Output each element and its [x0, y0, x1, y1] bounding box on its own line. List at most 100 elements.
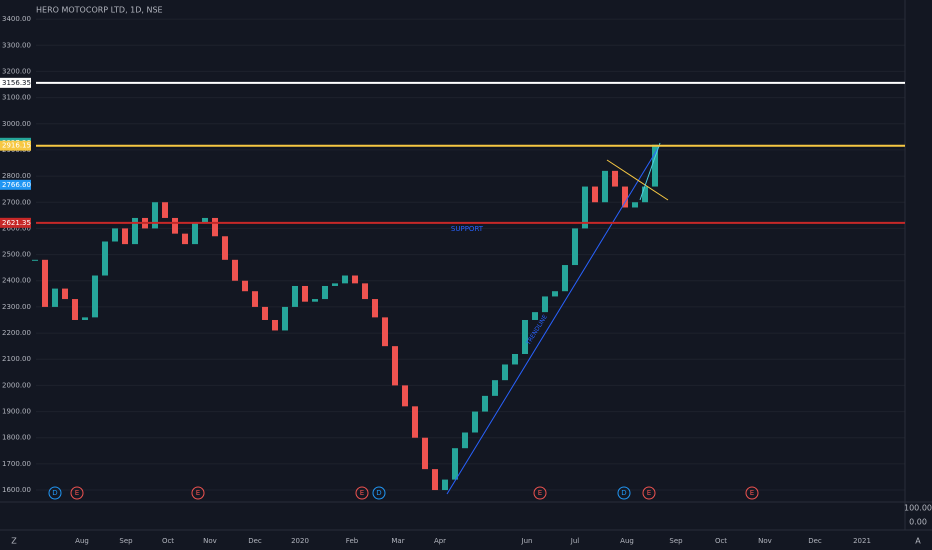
y-tick-label: 2800.00: [2, 172, 31, 180]
candle: [432, 469, 438, 491]
level-badge: [0, 77, 31, 88]
trendline-yellow: [606, 159, 669, 201]
candle: [632, 202, 638, 208]
candle: [492, 380, 498, 396]
y-tick-label: 1700.00: [2, 460, 31, 468]
x-tick-label: 2021: [853, 537, 871, 545]
y-tick-label: 1900.00: [2, 408, 31, 416]
event-dot: [48, 486, 62, 500]
candle: [402, 385, 408, 407]
events: D E E E D E D E E: [48, 486, 759, 500]
y-tick-label: 2300.00: [2, 303, 31, 311]
candle: [322, 285, 328, 300]
candle: [102, 241, 108, 276]
x-tick-label: Sep: [669, 537, 683, 545]
candle: [642, 186, 648, 203]
event-label: E: [647, 489, 651, 497]
trendline: [446, 144, 661, 495]
x-tick-label: Aug: [620, 537, 634, 545]
candle: [132, 217, 138, 245]
x-tick-label: Dec: [808, 537, 822, 545]
x-tick-label: Oct: [715, 537, 727, 545]
candle: [482, 395, 488, 412]
x-tick-label: Jun: [521, 537, 533, 545]
candle: [282, 306, 288, 331]
candle: [532, 312, 538, 320]
event-dot: [642, 486, 656, 500]
x-tick-label: Jul: [570, 537, 580, 545]
candle: [512, 354, 518, 365]
x-tick-label: Mar: [391, 537, 404, 545]
candle: [412, 406, 418, 438]
candle: [172, 217, 178, 234]
y-tick-label: 1600.00: [2, 486, 31, 494]
candle: [162, 202, 168, 218]
candle: [472, 411, 478, 433]
event-dot: [745, 486, 759, 500]
candle: [592, 186, 598, 203]
event-label: D: [52, 489, 57, 497]
event-label: E: [538, 489, 542, 497]
candle: [252, 291, 258, 307]
candle: [42, 259, 48, 307]
event-label: E: [750, 489, 754, 497]
candle: [422, 437, 428, 470]
candle: [442, 479, 448, 491]
candle: [62, 288, 68, 300]
candle: [72, 299, 78, 320]
chart-title: HERO MOTOCORP LTD, 1D, NSE: [36, 6, 163, 15]
candle: [382, 317, 388, 347]
event-dot: [533, 486, 547, 500]
candle: [552, 291, 558, 297]
indicator-tick: 100.00: [904, 504, 932, 513]
candle: [452, 448, 458, 480]
trendline-cyan: [639, 142, 661, 201]
y-tick-label: 3400.00: [2, 15, 31, 23]
candle: [152, 202, 158, 229]
level-badge: [0, 179, 31, 190]
candle: [122, 228, 128, 245]
candle: [522, 319, 528, 355]
support-label: SUPPORT: [451, 225, 484, 233]
y-tick-label: 2700.00: [2, 198, 31, 206]
candle: [272, 319, 278, 331]
level-label: 2916.15: [2, 142, 31, 150]
candle: [302, 285, 308, 302]
y-tick-label: 2000.00: [2, 381, 31, 389]
candle: [332, 283, 338, 286]
candle: [362, 283, 368, 300]
level-label: 3156.35: [2, 79, 31, 87]
candle: [542, 296, 548, 313]
level-label: 2766.60: [2, 181, 31, 189]
corner-label: A: [915, 537, 921, 546]
price-pane: 3400.003300.003200.003100.003000.002900.…: [2, 15, 905, 494]
y-tick-label: 3100.00: [2, 94, 31, 102]
x-tick-label: Nov: [758, 537, 772, 545]
candle: [32, 259, 38, 261]
candle: [232, 259, 238, 281]
y-tick-label: 3200.00: [2, 67, 31, 75]
x-tick-label: 2020: [291, 537, 309, 545]
candle: [242, 280, 248, 292]
candle: [52, 288, 58, 307]
event-label: E: [196, 489, 200, 497]
level-badge: [0, 140, 31, 151]
candle: [182, 233, 188, 245]
x-tick-label: Aug: [75, 537, 89, 545]
y-tick-label: 2500.00: [2, 251, 31, 259]
event-dot: [70, 486, 84, 500]
x-tick-label: Oct: [162, 537, 174, 545]
x-tick-label: Dec: [248, 537, 262, 545]
x-tick-label: Nov: [203, 537, 217, 545]
candle: [112, 228, 118, 242]
candle: [372, 299, 378, 318]
candle: [292, 285, 298, 307]
candle: [262, 306, 268, 320]
candle: [562, 265, 568, 292]
y-tick-label: 2100.00: [2, 355, 31, 363]
candle: [312, 299, 318, 302]
candle: [192, 223, 198, 245]
event-label: E: [360, 489, 364, 497]
